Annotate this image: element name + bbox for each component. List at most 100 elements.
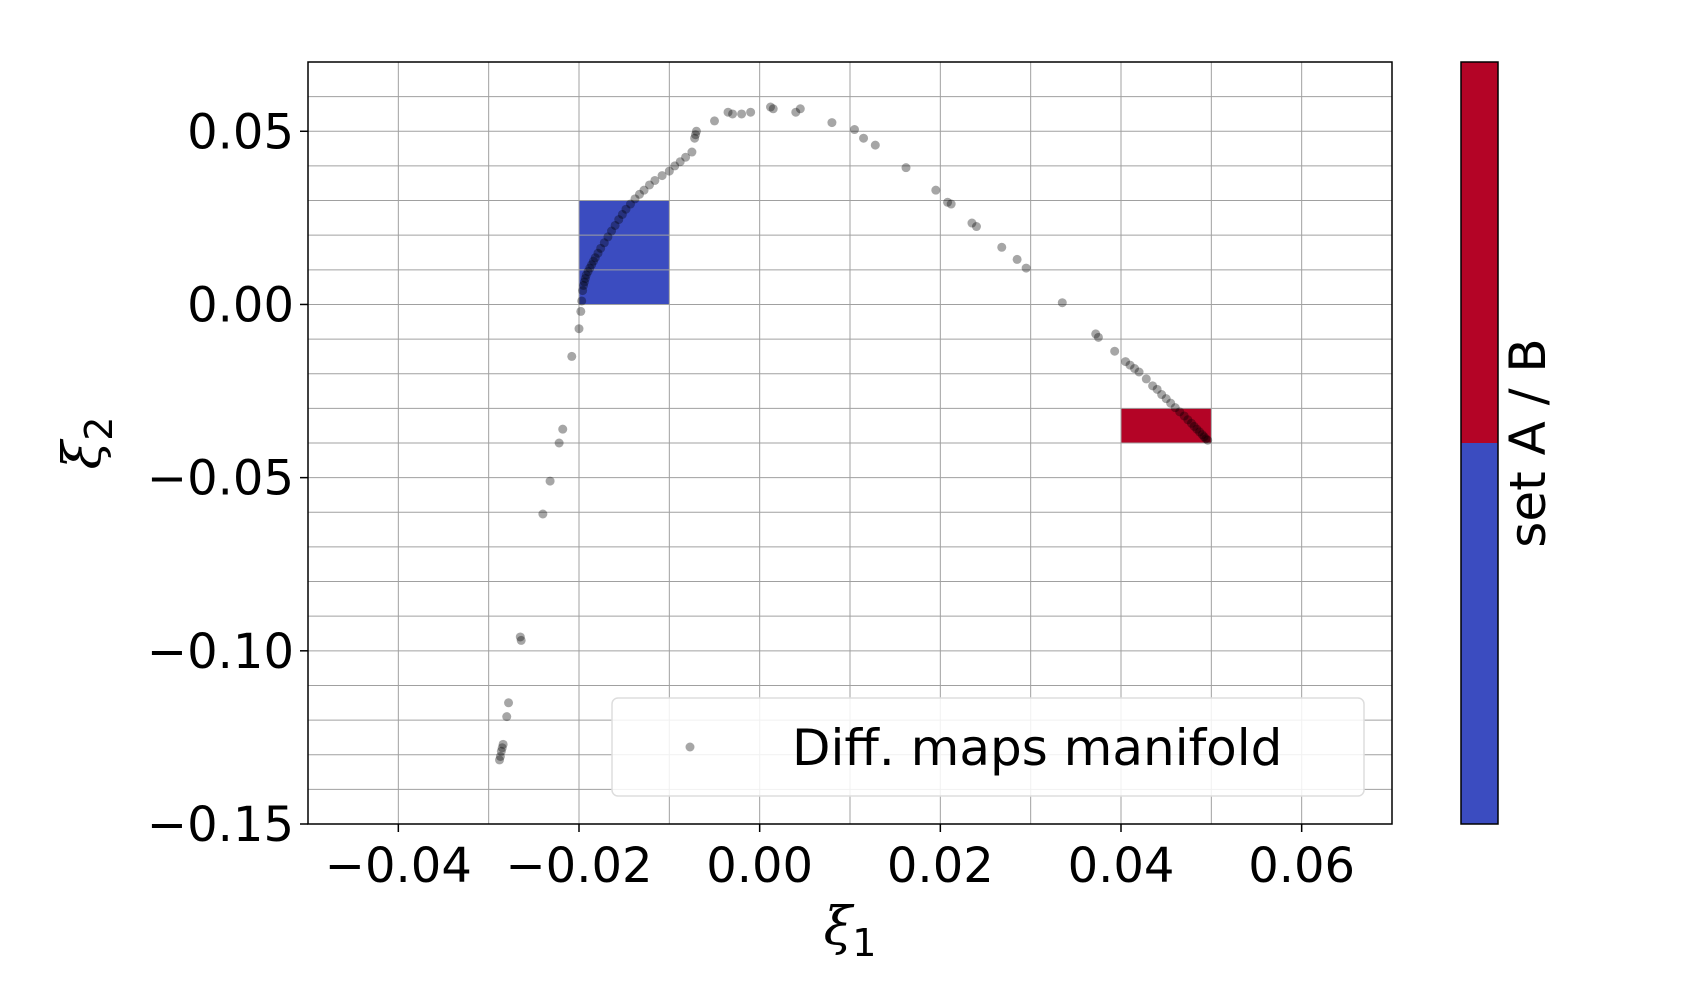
data-point: [1189, 421, 1199, 431]
y-tick-label: −0.15: [147, 797, 294, 853]
data-point: [931, 185, 941, 195]
data-point: [737, 109, 747, 119]
region-set-a: [579, 200, 670, 305]
x-tick-label: 0.06: [1248, 838, 1355, 894]
data-point: [587, 260, 597, 270]
data-point: [971, 222, 981, 232]
y-tick-label: 0.00: [187, 277, 294, 333]
data-point: [664, 166, 674, 176]
data-point: [827, 118, 837, 128]
data-point: [581, 270, 591, 280]
y-tick-label: 0.05: [187, 104, 294, 160]
data-point: [690, 133, 700, 143]
y-tick-label: −0.10: [147, 624, 294, 680]
data-point: [1183, 415, 1193, 425]
data-point: [1175, 407, 1185, 417]
data-point: [644, 180, 654, 190]
data-point: [607, 226, 617, 236]
data-point: [691, 126, 701, 136]
data-point: [621, 204, 631, 214]
data-point: [495, 755, 505, 765]
data-point: [1110, 346, 1120, 356]
data-point: [1057, 298, 1067, 308]
data-point: [1130, 364, 1140, 374]
data-point: [495, 751, 505, 761]
x-tick-label: 0.02: [887, 838, 994, 894]
data-point: [728, 109, 738, 119]
y-tick-label: −0.05: [147, 451, 294, 507]
data-point: [1021, 263, 1031, 273]
data-point: [1179, 411, 1189, 421]
data-point: [723, 107, 733, 117]
data-point: [681, 152, 691, 162]
data-point: [617, 209, 627, 219]
data-point: [1199, 432, 1209, 442]
region-set-b: [1121, 408, 1212, 443]
x-axis-ticks: −0.04 −0.02 0.00 0.02 0.04 0.06: [325, 824, 1355, 894]
data-point: [496, 746, 506, 756]
data-point: [746, 107, 756, 117]
data-point: [590, 253, 600, 263]
x-tick-label: 0.04: [1068, 838, 1175, 894]
legend-box: [611, 697, 1365, 797]
data-point: [1157, 390, 1167, 400]
data-point: [567, 351, 577, 361]
data-point: [1093, 332, 1103, 342]
data-point: [657, 171, 667, 181]
data-point: [943, 197, 953, 207]
data-point: [635, 189, 645, 199]
data-point: [650, 175, 660, 185]
data-point: [850, 125, 860, 135]
data-point: [599, 238, 609, 248]
legend-marker: [685, 742, 695, 752]
data-point: [558, 424, 568, 434]
data-point: [691, 130, 701, 140]
data-point: [795, 104, 805, 114]
data-point: [1152, 384, 1162, 394]
data-point: [554, 438, 564, 448]
data-point: [516, 635, 526, 645]
data-point: [585, 263, 595, 273]
data-point: [1166, 398, 1176, 408]
data-point: [1201, 434, 1211, 444]
data-point: [1091, 329, 1101, 339]
data-point: [630, 194, 640, 204]
data-point: [577, 296, 587, 306]
colorbar-frame: [1460, 61, 1499, 825]
data-point: [593, 248, 603, 258]
colorbar: set A / B: [1460, 61, 1557, 825]
data-point: [498, 739, 508, 749]
data-point: [1125, 360, 1135, 370]
data-point: [576, 306, 586, 316]
data-point: [610, 220, 620, 230]
data-point: [502, 712, 512, 722]
data-point: [580, 273, 590, 283]
data-point: [545, 476, 555, 486]
plot-frame: [307, 61, 1393, 825]
data-point: [670, 161, 680, 171]
data-point: [687, 147, 697, 157]
data-point: [1195, 427, 1205, 437]
data-point: [768, 104, 778, 114]
data-point: [675, 157, 685, 167]
data-point: [766, 102, 776, 112]
manifold-points: [495, 102, 1213, 765]
data-point: [579, 280, 589, 290]
data-point: [1203, 435, 1213, 445]
data-point: [1148, 381, 1158, 391]
data-point: [1186, 418, 1196, 428]
data-point: [1134, 367, 1144, 377]
data-point: [710, 116, 719, 126]
data-point: [639, 185, 649, 195]
data-point: [603, 232, 613, 242]
legend: Diff. maps manifold: [611, 697, 1365, 797]
colorbar-segment-set-a: [1461, 443, 1498, 824]
y-axis-ticks: −0.15 −0.10 −0.05 0.00 0.05: [147, 104, 308, 853]
data-point: [579, 277, 589, 287]
y-axis-label: ξ2: [53, 417, 121, 470]
data-point: [1121, 357, 1131, 367]
data-point: [967, 218, 977, 228]
data-point: [588, 256, 598, 266]
data-point: [578, 286, 588, 296]
data-point: [583, 267, 593, 277]
